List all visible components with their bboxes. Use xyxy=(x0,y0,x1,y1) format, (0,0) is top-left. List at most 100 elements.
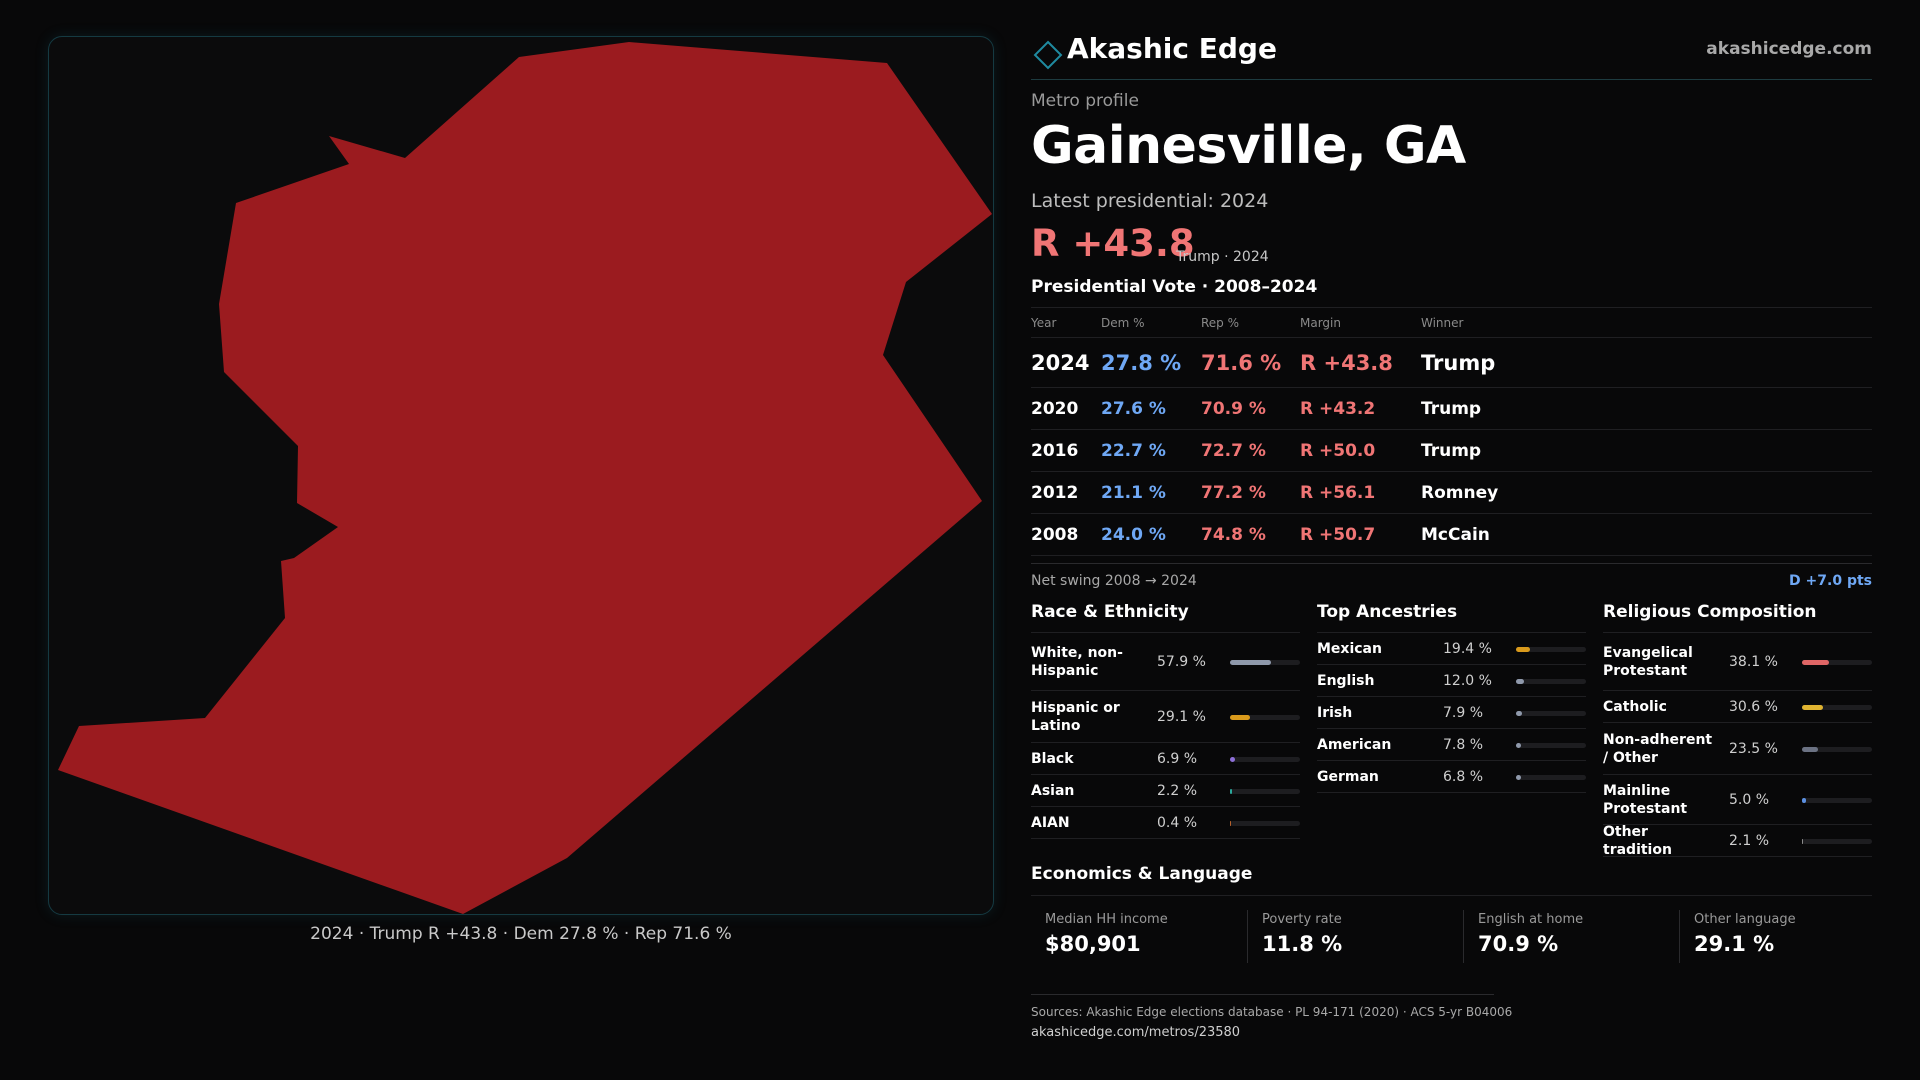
stat-bar-fill xyxy=(1516,742,1522,748)
stat-label: AIAN xyxy=(1031,814,1070,831)
net-swing-row: Net swing 2008 → 2024 D +7.0 pts xyxy=(1031,563,1872,593)
stat-bar-fill xyxy=(1230,714,1251,720)
economics-title: Economics & Language xyxy=(1031,864,1253,884)
stat-bar-fill xyxy=(1230,788,1232,794)
metro-map[interactable] xyxy=(48,36,994,915)
vote-table-title: Presidential Vote · 2008–2024 xyxy=(1031,277,1318,297)
econ-value: 70.9 % xyxy=(1478,932,1559,956)
stat-value: 5.0 % xyxy=(1729,791,1770,808)
header-margin: Margin xyxy=(1300,316,1341,330)
headline-margin: R +43.8 xyxy=(1031,222,1195,265)
stat-value: 6.9 % xyxy=(1157,750,1198,767)
brand-url-link[interactable]: akashicedge.com xyxy=(1706,39,1872,59)
header-year: Year xyxy=(1031,316,1057,330)
stat-label: Mainline Protestant xyxy=(1603,782,1688,817)
econ-label: English at home xyxy=(1478,912,1584,927)
stat-value: 0.4 % xyxy=(1157,814,1198,831)
stat-bar xyxy=(1516,646,1586,652)
stat-bar-fill xyxy=(1230,820,1231,826)
sources-text: Sources: Akashic Edge elections database… xyxy=(1031,1005,1513,1019)
econ-cell-english: English at home 70.9 % xyxy=(1463,910,1663,963)
stat-label: American xyxy=(1317,736,1392,753)
row-year: 2020 xyxy=(1031,398,1079,419)
stat-label: Catholic xyxy=(1603,698,1667,715)
stat-bar-fill xyxy=(1230,659,1271,665)
stat-bar xyxy=(1230,788,1300,794)
row-year: 2008 xyxy=(1031,524,1079,545)
econ-value: $80,901 xyxy=(1045,932,1141,956)
metro-profile-panel: Akashic Edge akashicedge.com Metro profi… xyxy=(1031,0,1872,1080)
stat-bar xyxy=(1230,820,1300,826)
stat-value: 12.0 % xyxy=(1443,672,1492,689)
econ-label: Other language xyxy=(1694,912,1796,927)
stat-bar xyxy=(1230,659,1300,665)
header-winner: Winner xyxy=(1421,316,1464,330)
stat-label: Hispanic or Latino xyxy=(1031,699,1120,734)
stat-label: White, non-Hispanic xyxy=(1031,644,1123,679)
row-dem: 27.8 % xyxy=(1101,350,1182,375)
stat-row: Non-adherent / Other 23.5 % xyxy=(1603,723,1872,775)
section-title: Religious Composition xyxy=(1603,602,1872,633)
stat-row: English 12.0 % xyxy=(1317,665,1586,697)
stat-row: Other tradition 2.1 % xyxy=(1603,824,1872,858)
stat-value: 23.5 % xyxy=(1729,740,1778,757)
stat-row: Hispanic or Latino 29.1 % xyxy=(1031,691,1300,743)
stat-bar xyxy=(1516,678,1586,684)
stat-bar-fill xyxy=(1516,710,1522,716)
stat-label: Evangelical Protestant xyxy=(1603,644,1693,679)
stat-value: 7.8 % xyxy=(1443,736,1484,753)
stat-bar-fill xyxy=(1802,746,1819,752)
stat-bar xyxy=(1802,838,1872,844)
metro-url-link[interactable]: akashicedge.com/metros/23580 xyxy=(1031,1025,1241,1040)
stat-label: Non-adherent / Other xyxy=(1603,731,1713,766)
stat-row: AIAN 0.4 % xyxy=(1031,807,1300,839)
stat-row: White, non-Hispanic 57.9 % xyxy=(1031,633,1300,691)
row-dem: 27.6 % xyxy=(1101,398,1166,419)
stat-value: 38.1 % xyxy=(1729,653,1778,670)
headline-winner-year: Trump · 2024 xyxy=(1176,249,1269,265)
table-row: 2012 21.1 % 77.2 % R +56.1 Romney xyxy=(1031,472,1872,514)
table-row: 2024 27.8 % 71.6 % R +43.8 Trump xyxy=(1031,338,1872,388)
header-rep: Rep % xyxy=(1201,316,1240,330)
row-margin: R +50.7 xyxy=(1300,524,1376,545)
brand-name: Akashic Edge xyxy=(1067,32,1277,65)
econ-label: Poverty rate xyxy=(1262,912,1342,927)
stat-label: Asian xyxy=(1031,782,1075,799)
header-dem: Dem % xyxy=(1101,316,1145,330)
stat-bar xyxy=(1516,774,1586,780)
vote-table: Year Dem % Rep % Margin Winner 2024 27.8… xyxy=(1031,307,1872,556)
row-dem: 21.1 % xyxy=(1101,482,1166,503)
stat-row: German 6.8 % xyxy=(1317,761,1586,793)
economics-row: Median HH income $80,901 Poverty rate 11… xyxy=(1031,895,1872,963)
metro-boundary-shape[interactable] xyxy=(58,42,992,914)
stat-row: Mexican 19.4 % xyxy=(1317,633,1586,665)
stat-row: Black 6.9 % xyxy=(1031,743,1300,775)
stat-row: Mainline Protestant 5.0 % xyxy=(1603,775,1872,825)
diamond-outline-icon xyxy=(1033,40,1063,70)
section-title: Top Ancestries xyxy=(1317,602,1586,633)
footer-divider xyxy=(1031,994,1494,995)
row-year: 2016 xyxy=(1031,440,1079,461)
econ-value: 11.8 % xyxy=(1262,932,1343,956)
row-margin: R +43.2 xyxy=(1300,398,1376,419)
stat-bar-fill xyxy=(1802,797,1806,803)
econ-value: 29.1 % xyxy=(1694,932,1775,956)
stat-value: 7.9 % xyxy=(1443,704,1484,721)
stat-bar xyxy=(1230,756,1300,762)
stat-bar xyxy=(1516,742,1586,748)
stat-label: Mexican xyxy=(1317,640,1382,657)
stat-value: 2.2 % xyxy=(1157,782,1198,799)
row-rep: 70.9 % xyxy=(1201,398,1266,419)
stat-value: 19.4 % xyxy=(1443,640,1492,657)
stat-row: Catholic 30.6 % xyxy=(1603,691,1872,723)
stat-bar xyxy=(1802,704,1872,710)
stat-row: American 7.8 % xyxy=(1317,729,1586,761)
stat-bar xyxy=(1802,797,1872,803)
stat-bar-fill xyxy=(1802,838,1804,844)
row-margin: R +50.0 xyxy=(1300,440,1376,461)
econ-cell-other-language: Other language 29.1 % xyxy=(1679,910,1879,963)
stat-row: Asian 2.2 % xyxy=(1031,775,1300,807)
row-winner: Trump xyxy=(1421,350,1496,375)
row-margin: R +56.1 xyxy=(1300,482,1376,503)
stat-label: Irish xyxy=(1317,704,1353,721)
